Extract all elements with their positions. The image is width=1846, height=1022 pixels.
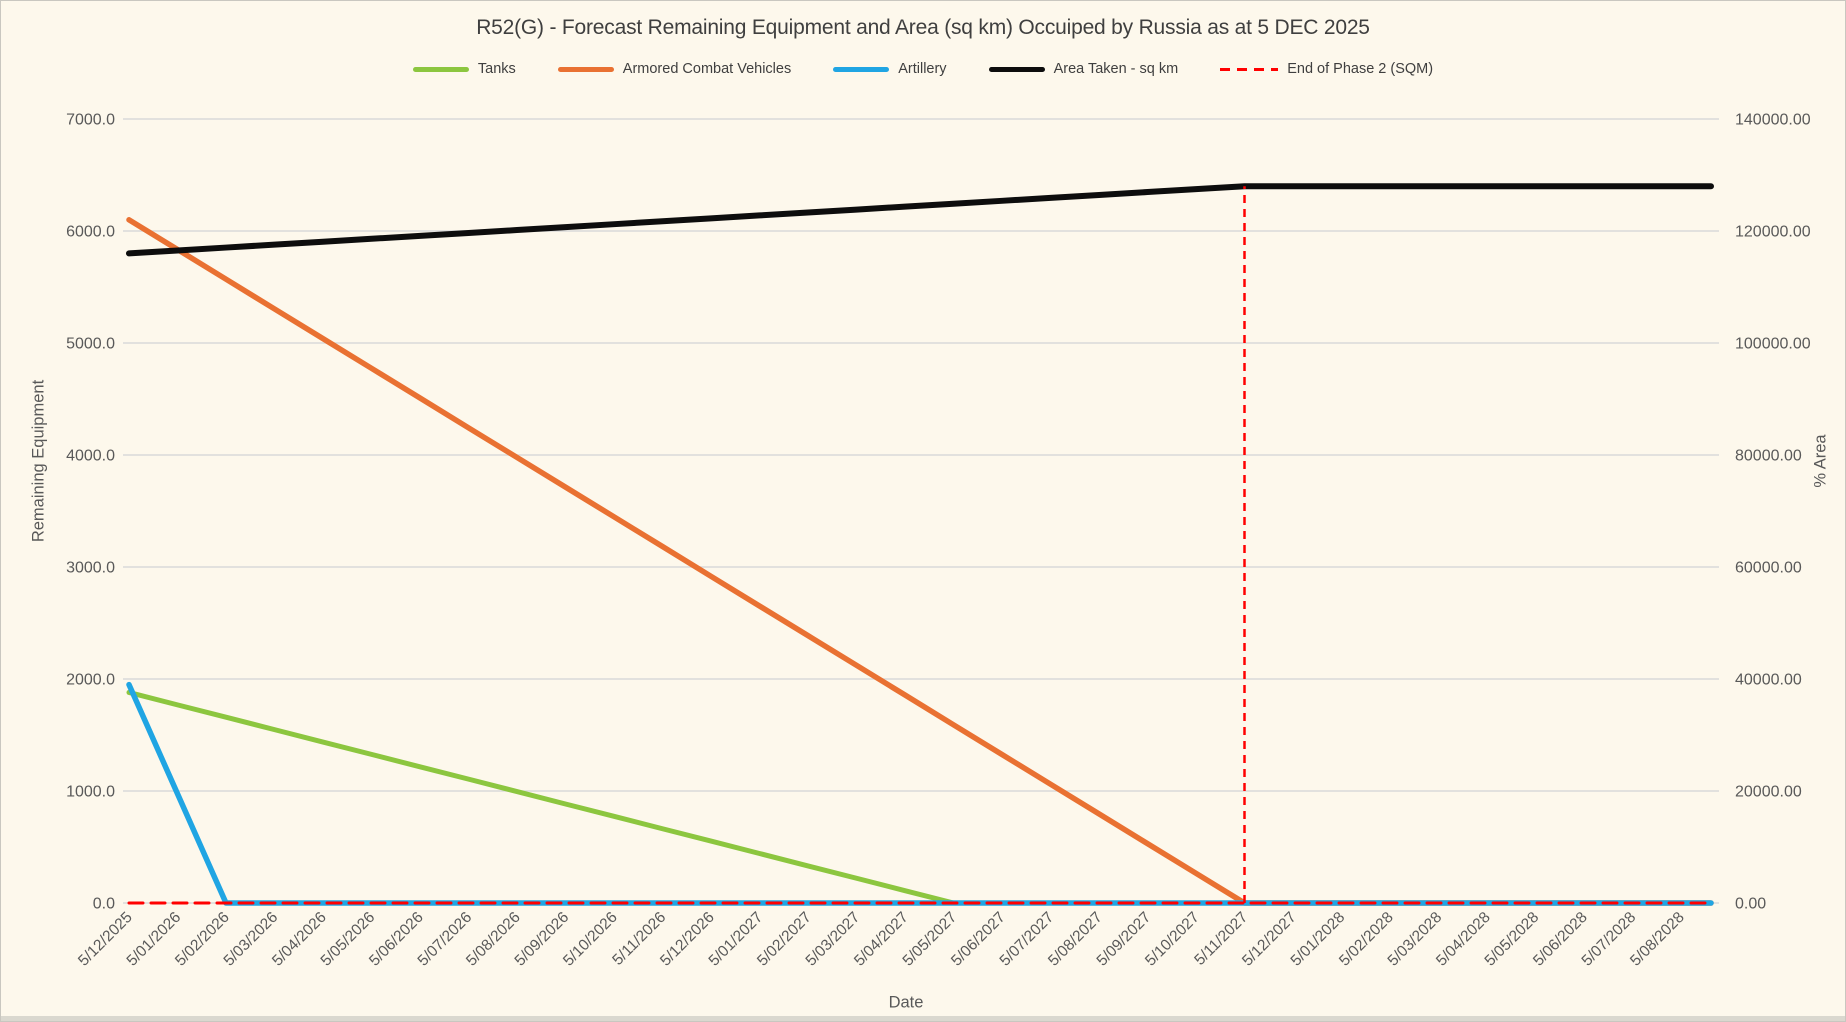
legend-label: End of Phase 2 (SQM) [1287,61,1434,77]
y-right-tick-label: 60000.00 [1735,560,1802,577]
y-left-tick-label: 2000.0 [66,672,115,689]
legend-label: Artillery [898,61,947,77]
y-right-tick-label: 40000.00 [1735,672,1802,689]
y-right-tick-label: 100000.00 [1735,336,1811,353]
x-axis-title: Date [888,993,924,1012]
legend: Tanks Armored Combat Vehicles Artillery Are… [1,61,1845,77]
legend-label: Armored Combat Vehicles [622,61,792,77]
legend-label: Tanks [477,61,516,77]
y-right-tick-label: 0.00 [1735,896,1766,913]
y-right-tick-label: 120000.00 [1735,224,1811,241]
legend-item-area-taken-sq-km: Area Taken - sq km [988,61,1179,77]
y-left-tick-label: 0.0 [93,896,115,913]
legend-swatch [557,66,614,72]
legend-item-tanks: Tanks [412,61,516,77]
legend-item-armored-combat-vehicles: Armored Combat Vehicles [557,61,792,77]
legend-swatch [833,66,890,72]
legend-swatch [412,66,469,72]
legend-label: Area Taken - sq km [1053,61,1179,77]
y-left-tick-label: 1000.0 [66,784,115,801]
y-right-tick-label: 20000.00 [1735,784,1802,801]
series-line-artillery [126,681,1714,906]
y-left-tick-label: 6000.0 [66,224,115,241]
y-axis-title-left: Remaining Equipment [29,379,48,543]
y-axis-title-right: % Area [1811,434,1830,488]
y-left-tick-label: 5000.0 [66,336,115,353]
chart-title: R52(G) - Forecast Remaining Equipment an… [476,16,1370,39]
y-right-tick-label: 80000.00 [1735,448,1802,465]
series-line-tanks [126,689,1714,906]
y-left-tick-label: 3000.0 [66,560,115,577]
y-left-tick-label: 7000.0 [66,112,115,129]
series-line-armored-combat-vehicles [126,217,1714,906]
legend-swatch [1220,67,1279,71]
legend-item-end-of-phase-2-sqm-: End of Phase 2 (SQM) [1220,61,1433,77]
y-right-tick-label: 140000.00 [1735,112,1811,129]
legend-item-artillery: Artillery [833,61,947,77]
y-left-tick-label: 4000.0 [66,448,115,465]
series-line-area-taken-sq-km [126,183,1714,257]
legend-swatch [988,66,1045,72]
